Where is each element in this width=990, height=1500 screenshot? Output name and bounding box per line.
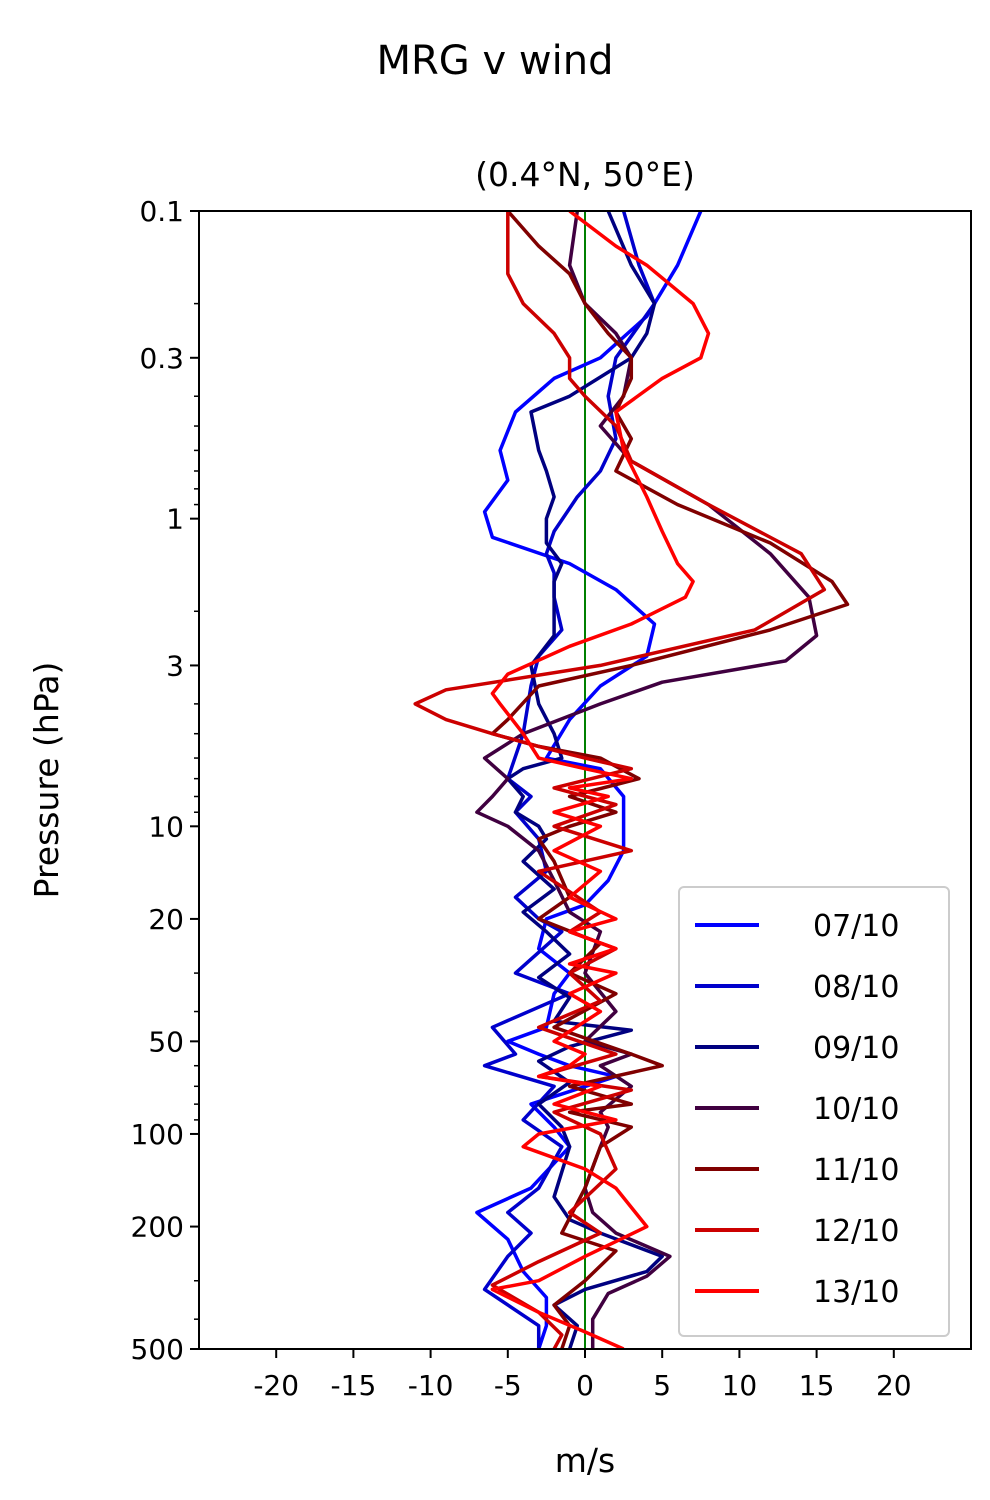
y-tick-label: 20 bbox=[148, 903, 184, 936]
x-tick-label: 10 bbox=[722, 1369, 758, 1402]
legend-label: 10/10 bbox=[813, 1092, 899, 1127]
legend bbox=[678, 886, 950, 1337]
legend-label: 08/10 bbox=[813, 970, 899, 1005]
series-line-5 bbox=[490, 211, 850, 1349]
x-tick-label: -15 bbox=[331, 1369, 377, 1402]
chart-title: MRG v wind bbox=[377, 38, 614, 84]
x-tick-label: -10 bbox=[408, 1369, 454, 1402]
plot-frame bbox=[198, 210, 972, 1350]
x-tick-label: 5 bbox=[653, 1369, 671, 1402]
y-tick-label: 50 bbox=[148, 1025, 184, 1058]
y-tick-label: 200 bbox=[131, 1211, 184, 1244]
y-tick-label: 500 bbox=[131, 1333, 184, 1366]
legend-label: 13/10 bbox=[813, 1275, 899, 1310]
series-line-1 bbox=[475, 211, 703, 1349]
chart-subtitle: (0.4°N, 50°E) bbox=[475, 155, 695, 194]
y-tick-label: 100 bbox=[131, 1118, 184, 1151]
x-tick-label: -5 bbox=[494, 1369, 522, 1402]
y-tick-label: 0.3 bbox=[139, 342, 184, 375]
x-tick-label: -20 bbox=[253, 1369, 299, 1402]
y-tick-label: 10 bbox=[148, 810, 184, 843]
x-tick-label: 20 bbox=[876, 1369, 912, 1402]
x-axis-label: m/s bbox=[555, 1441, 615, 1480]
legend-label: 09/10 bbox=[813, 1031, 899, 1066]
y-tick-label: 3 bbox=[166, 649, 184, 682]
series-line-7 bbox=[490, 211, 711, 1349]
series-line-6 bbox=[413, 211, 827, 1349]
y-tick-label: 1 bbox=[166, 503, 184, 536]
legend-label: 12/10 bbox=[813, 1214, 899, 1249]
y-axis-label: Pressure (hPa) bbox=[27, 662, 66, 899]
x-tick-label: 15 bbox=[799, 1369, 835, 1402]
legend-label: 11/10 bbox=[813, 1153, 899, 1188]
series-line-3 bbox=[506, 211, 664, 1349]
x-tick-label: 0 bbox=[576, 1369, 594, 1402]
y-tick-label: 0.1 bbox=[139, 195, 184, 228]
legend-label: 07/10 bbox=[813, 909, 899, 944]
